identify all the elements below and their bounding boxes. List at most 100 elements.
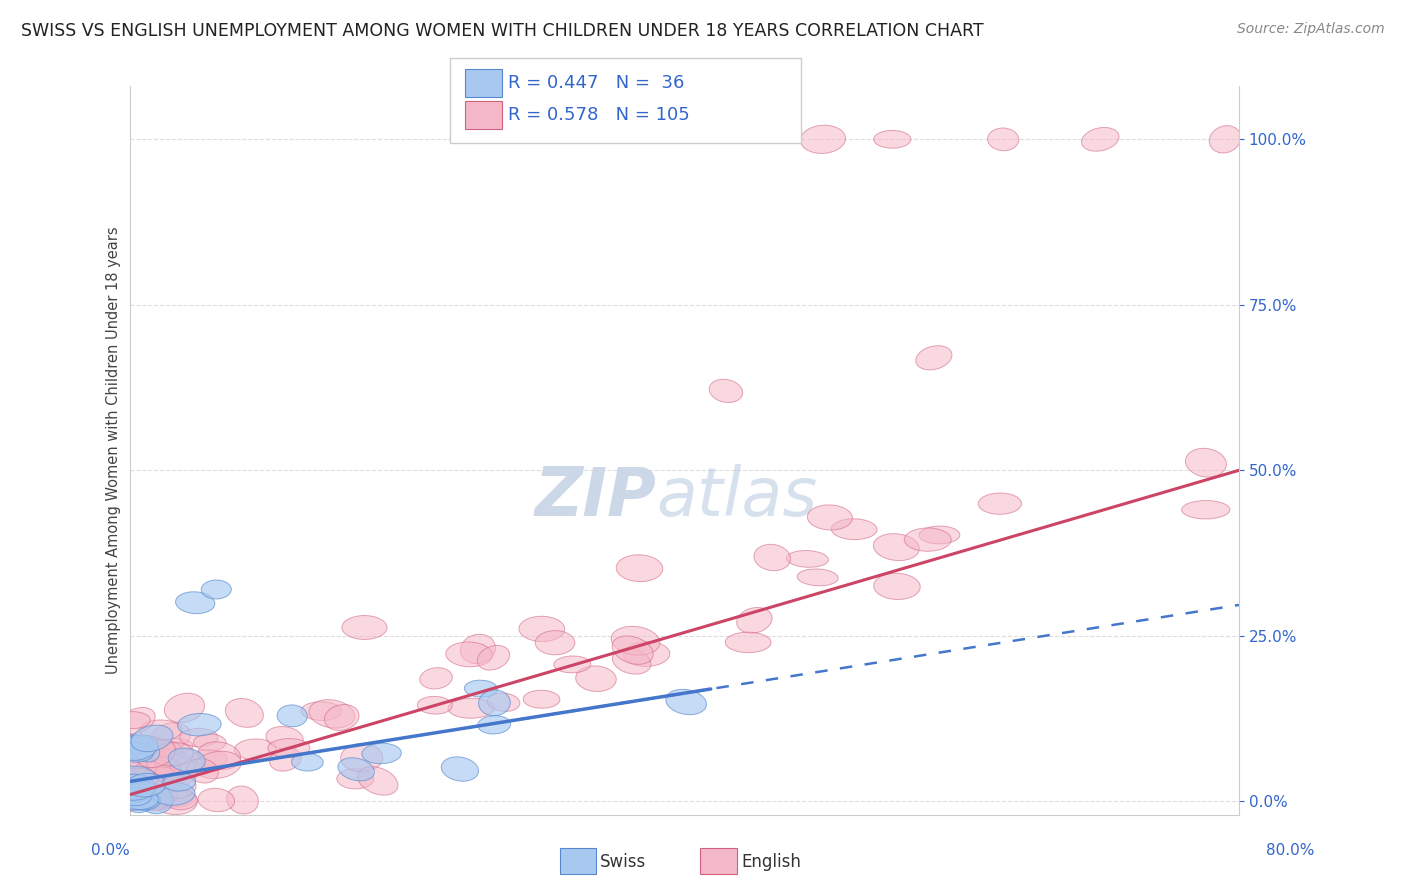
Ellipse shape — [129, 769, 165, 797]
Ellipse shape — [915, 346, 952, 370]
Ellipse shape — [873, 574, 920, 599]
Ellipse shape — [117, 735, 157, 760]
Ellipse shape — [536, 631, 575, 655]
Ellipse shape — [135, 760, 172, 780]
Ellipse shape — [136, 739, 176, 767]
Ellipse shape — [150, 743, 194, 766]
Ellipse shape — [115, 789, 149, 810]
Text: Source: ZipAtlas.com: Source: ZipAtlas.com — [1237, 22, 1385, 37]
Ellipse shape — [478, 690, 510, 715]
Ellipse shape — [146, 756, 180, 776]
Ellipse shape — [139, 720, 181, 740]
Ellipse shape — [613, 648, 651, 674]
Ellipse shape — [800, 125, 845, 153]
Ellipse shape — [449, 698, 495, 718]
Ellipse shape — [136, 787, 177, 808]
Ellipse shape — [612, 626, 659, 655]
Ellipse shape — [575, 665, 616, 691]
Ellipse shape — [112, 766, 155, 785]
Ellipse shape — [117, 787, 150, 805]
Ellipse shape — [180, 729, 218, 747]
Ellipse shape — [117, 790, 159, 810]
Ellipse shape — [127, 773, 176, 799]
Ellipse shape — [1209, 126, 1241, 153]
Ellipse shape — [125, 782, 156, 801]
Ellipse shape — [754, 544, 790, 571]
Ellipse shape — [725, 632, 770, 653]
Ellipse shape — [122, 735, 150, 760]
Ellipse shape — [198, 789, 235, 812]
Ellipse shape — [120, 707, 155, 734]
Text: ZIP: ZIP — [534, 464, 657, 530]
Ellipse shape — [131, 725, 173, 752]
Ellipse shape — [1181, 500, 1230, 519]
Ellipse shape — [477, 646, 509, 670]
Ellipse shape — [1185, 449, 1226, 477]
Ellipse shape — [121, 736, 166, 763]
Ellipse shape — [873, 533, 920, 560]
Text: 80.0%: 80.0% — [1267, 843, 1315, 858]
Ellipse shape — [807, 505, 852, 530]
Ellipse shape — [225, 698, 263, 727]
Ellipse shape — [277, 705, 308, 727]
Ellipse shape — [169, 749, 202, 778]
Ellipse shape — [987, 128, 1019, 151]
Ellipse shape — [127, 788, 157, 813]
Ellipse shape — [152, 782, 195, 805]
Ellipse shape — [131, 776, 174, 805]
Ellipse shape — [291, 753, 323, 771]
Ellipse shape — [118, 772, 165, 793]
Ellipse shape — [201, 580, 232, 599]
Ellipse shape — [142, 789, 174, 810]
Ellipse shape — [904, 528, 952, 551]
Ellipse shape — [118, 743, 153, 763]
Ellipse shape — [831, 519, 877, 540]
Ellipse shape — [177, 714, 221, 736]
Ellipse shape — [266, 726, 304, 749]
Ellipse shape — [143, 740, 183, 757]
Ellipse shape — [612, 636, 654, 665]
Ellipse shape — [112, 774, 156, 800]
Ellipse shape — [226, 786, 259, 814]
Ellipse shape — [124, 790, 160, 810]
Ellipse shape — [309, 699, 354, 728]
Ellipse shape — [176, 591, 215, 614]
Ellipse shape — [523, 690, 560, 708]
Ellipse shape — [143, 767, 179, 785]
Ellipse shape — [478, 715, 510, 734]
Ellipse shape — [342, 615, 387, 640]
Y-axis label: Unemployment Among Women with Children Under 18 years: Unemployment Among Women with Children U… — [107, 227, 121, 674]
Text: Swiss: Swiss — [600, 853, 647, 871]
Ellipse shape — [115, 712, 150, 729]
Ellipse shape — [165, 790, 197, 810]
Ellipse shape — [117, 738, 150, 755]
Ellipse shape — [873, 130, 911, 148]
Ellipse shape — [446, 642, 492, 667]
Ellipse shape — [270, 748, 301, 772]
Ellipse shape — [418, 697, 453, 714]
Ellipse shape — [121, 776, 165, 803]
Ellipse shape — [187, 759, 218, 783]
Ellipse shape — [337, 769, 374, 789]
Ellipse shape — [134, 789, 169, 811]
Ellipse shape — [150, 739, 193, 756]
Ellipse shape — [142, 766, 180, 787]
Ellipse shape — [920, 526, 960, 544]
Ellipse shape — [441, 756, 478, 781]
Ellipse shape — [357, 767, 398, 795]
Ellipse shape — [979, 493, 1022, 515]
Ellipse shape — [194, 751, 242, 779]
Ellipse shape — [122, 790, 167, 810]
Ellipse shape — [139, 786, 173, 814]
Ellipse shape — [127, 766, 160, 783]
Ellipse shape — [623, 641, 669, 666]
Ellipse shape — [301, 702, 342, 721]
Ellipse shape — [160, 775, 195, 798]
Ellipse shape — [124, 789, 159, 811]
Ellipse shape — [709, 379, 742, 402]
Ellipse shape — [150, 723, 191, 749]
Ellipse shape — [340, 744, 382, 772]
Ellipse shape — [325, 705, 359, 731]
Text: R = 0.447   N =  36: R = 0.447 N = 36 — [508, 74, 683, 92]
Ellipse shape — [145, 748, 187, 772]
